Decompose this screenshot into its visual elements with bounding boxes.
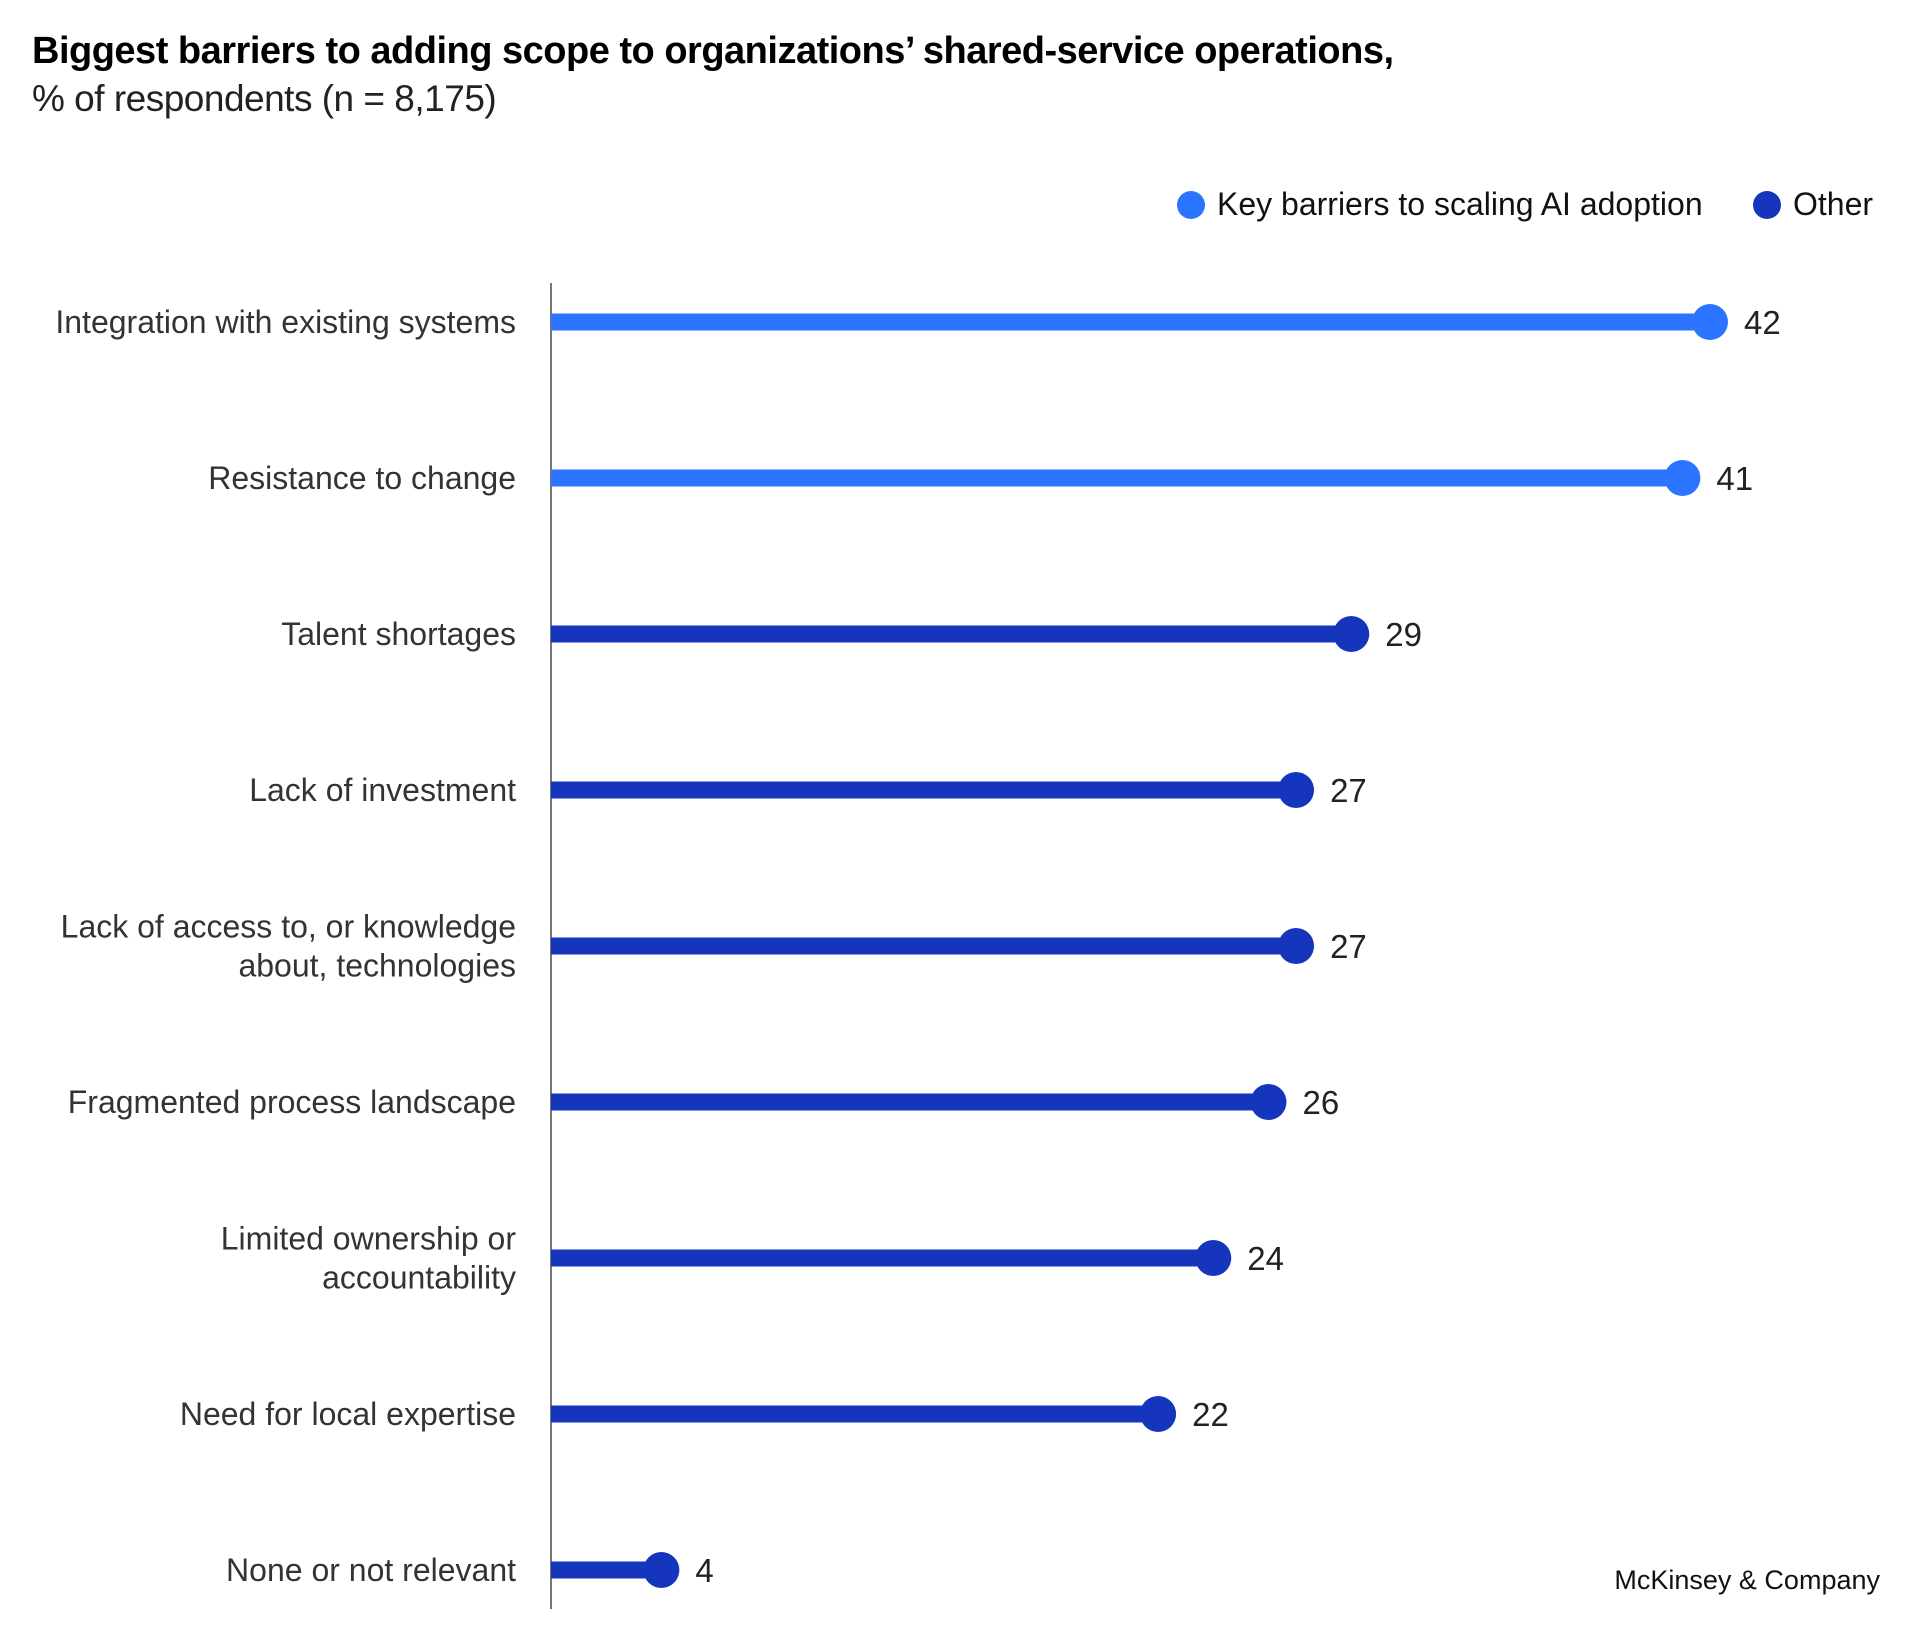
category-label: Lack of access to, or knowledge xyxy=(61,909,516,945)
chart-title: Biggest barriers to adding scope to orga… xyxy=(32,30,1394,72)
source-credit: McKinsey & Company xyxy=(1614,1565,1880,1595)
data-label: 27 xyxy=(1330,928,1367,965)
bar-dot xyxy=(1333,616,1370,652)
category-label: Resistance to change xyxy=(208,460,516,496)
bar-dot xyxy=(1278,772,1315,808)
data-label: 22 xyxy=(1192,1396,1229,1433)
category-label: Need for local expertise xyxy=(180,1396,516,1432)
data-label: 42 xyxy=(1744,304,1781,341)
data-label: 27 xyxy=(1330,772,1367,809)
legend-label: Key barriers to scaling AI adoption xyxy=(1217,186,1703,222)
category-label: Lack of investment xyxy=(249,772,516,808)
bar-dot xyxy=(1692,304,1728,340)
data-label: 26 xyxy=(1302,1084,1339,1121)
bar-dot xyxy=(643,1552,680,1588)
data-label: 29 xyxy=(1385,616,1422,653)
legend-item-key-barriers: Key barriers to scaling AI adoption xyxy=(1177,186,1703,223)
bar-dot xyxy=(1250,1084,1287,1120)
data-label: 24 xyxy=(1247,1240,1284,1277)
bar-dot xyxy=(1140,1396,1177,1432)
chart-subtitle: % of respondents (n = 8,175) xyxy=(32,78,497,119)
legend-dot-icon xyxy=(1177,190,1205,219)
category-label: Talent shortages xyxy=(281,616,516,652)
category-label: None or not relevant xyxy=(226,1552,516,1588)
bar-dot xyxy=(1664,460,1701,496)
category-label: accountability xyxy=(322,1260,516,1296)
data-label: 4 xyxy=(695,1552,713,1589)
bar-dot xyxy=(1195,1240,1232,1276)
category-label: Limited ownership or xyxy=(221,1221,517,1257)
bar-dot xyxy=(1278,928,1315,964)
legend-dot-icon xyxy=(1753,190,1781,219)
data-label: 41 xyxy=(1716,460,1753,497)
legend-item-other: Other xyxy=(1753,186,1873,223)
category-label: about, technologies xyxy=(238,948,516,984)
category-label: Fragmented process landscape xyxy=(68,1084,516,1120)
category-label: Integration with existing systems xyxy=(55,304,516,340)
legend-label: Other xyxy=(1793,186,1874,222)
